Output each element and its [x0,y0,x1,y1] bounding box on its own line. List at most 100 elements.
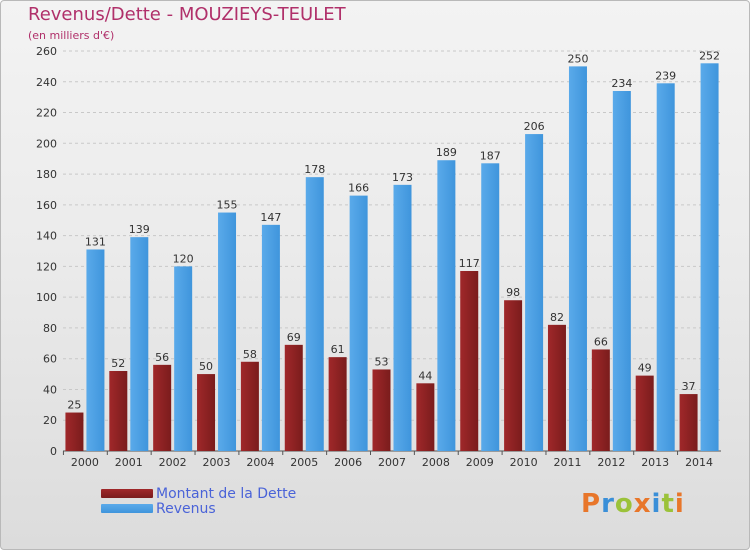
bar-revenus [612,91,631,451]
logo-letter: P [581,489,602,519]
x-tick-label: 2001 [115,456,143,469]
y-tick-label: 160 [36,199,57,212]
y-tick-label: 240 [36,76,57,89]
bar-dette [372,369,391,451]
y-tick-label: 140 [36,230,57,243]
data-label-dette: 37 [682,380,696,393]
x-tick-label: 2005 [290,456,318,469]
y-tick-label: 60 [43,353,57,366]
data-label-dette: 98 [506,286,520,299]
legend-label-revenus: Revenus [156,501,216,517]
logo-letter: t [661,489,675,519]
bar-revenus [393,184,412,451]
bar-dette [416,383,435,451]
bar-revenus [130,237,149,451]
bar-dette [240,361,259,451]
x-tick-label: 2014 [685,456,713,469]
data-label-dette: 56 [155,351,169,364]
bar-dette [65,412,84,451]
data-label-revenus: 155 [217,199,238,212]
logo-letter: o [614,489,634,519]
bar-revenus [568,66,587,451]
x-tick-label: 2011 [553,456,581,469]
data-label-revenus: 206 [524,120,545,133]
bar-dette [679,394,698,451]
data-label-dette: 69 [287,331,301,344]
data-label-dette: 52 [111,357,125,370]
x-tick-label: 2002 [159,456,187,469]
bar-revenus [261,224,280,451]
bar-dette [547,324,566,451]
bar-revenus [218,212,237,451]
bar-dette [197,374,216,451]
data-label-revenus: 234 [611,77,632,90]
bar-dette [504,300,523,451]
data-label-revenus: 166 [348,182,369,195]
logo-letter: i [651,489,662,519]
data-label-dette: 25 [67,399,81,412]
data-label-dette: 117 [459,257,480,270]
proxiti-logo: Proxiti [581,489,685,519]
bar-dette [328,357,347,451]
data-label-revenus: 250 [567,52,588,65]
bar-revenus [700,63,719,452]
bar-revenus [86,249,105,451]
data-label-revenus: 147 [260,211,281,224]
legend-swatch-dette [101,489,153,498]
x-tick-label: 2010 [510,456,538,469]
bar-dette [635,375,654,451]
data-label-dette: 66 [594,335,608,348]
x-tick-label: 2012 [597,456,625,469]
y-tick-label: 260 [36,45,57,58]
bar-revenus [437,160,456,451]
bar-dette [153,364,172,451]
data-label-revenus: 173 [392,171,413,184]
x-tick-label: 2007 [378,456,406,469]
x-tick-label: 2013 [641,456,669,469]
bar-revenus [525,134,544,452]
data-label-dette: 58 [243,348,257,361]
y-tick-label: 120 [36,260,57,273]
y-tick-label: 40 [43,383,57,396]
y-tick-label: 200 [36,137,57,150]
x-tick-label: 2006 [334,456,362,469]
data-label-revenus: 189 [436,146,457,159]
data-label-dette: 53 [375,355,389,368]
x-tick-label: 2003 [203,456,231,469]
legend-label-dette: Montant de la Dette [156,486,297,502]
data-label-revenus: 120 [173,252,194,265]
data-label-revenus: 139 [129,223,150,236]
bar-revenus [174,266,193,451]
y-tick-label: 180 [36,168,57,181]
logo-letter: i [674,489,685,519]
chart-title: Revenus/Dette - MOUZIEYS-TEULET [28,4,346,25]
y-tick-label: 20 [43,414,57,427]
data-label-revenus: 178 [304,163,325,176]
y-tick-label: 100 [36,291,57,304]
x-tick-label: 2009 [466,456,494,469]
x-tick-label: 2008 [422,456,450,469]
data-label-revenus: 187 [480,149,501,162]
bar-revenus [656,83,675,452]
data-label-revenus: 131 [85,235,106,248]
legend-swatch-revenus [101,504,153,513]
bar-dette [284,344,303,451]
y-tick-label: 80 [43,322,57,335]
data-label-dette: 82 [550,311,564,324]
x-tick-label: 2004 [246,456,274,469]
data-label-dette: 61 [331,343,345,356]
data-label-dette: 49 [638,362,652,375]
y-tick-label: 0 [50,445,57,458]
bar-revenus [305,177,324,451]
bar-revenus [481,163,500,452]
y-tick-label: 220 [36,107,57,120]
bar-revenus [349,195,368,451]
data-label-revenus: 252 [699,49,720,62]
logo-letter: r [601,489,615,519]
data-label-revenus: 239 [655,69,676,82]
bar-dette [460,271,479,451]
bar-dette [591,349,610,451]
data-label-dette: 44 [418,369,432,382]
